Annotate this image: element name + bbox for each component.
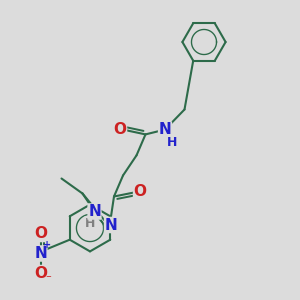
Text: H: H [85, 217, 95, 230]
Text: +: + [43, 240, 51, 250]
Text: O: O [34, 226, 47, 242]
Text: H: H [167, 136, 178, 149]
Text: N: N [34, 246, 47, 261]
Text: ⁻: ⁻ [45, 274, 51, 285]
Text: N: N [159, 122, 171, 137]
Text: N: N [105, 218, 117, 232]
Text: O: O [113, 122, 127, 137]
Text: O: O [34, 266, 47, 280]
Text: N: N [88, 204, 101, 219]
Text: O: O [134, 184, 147, 200]
